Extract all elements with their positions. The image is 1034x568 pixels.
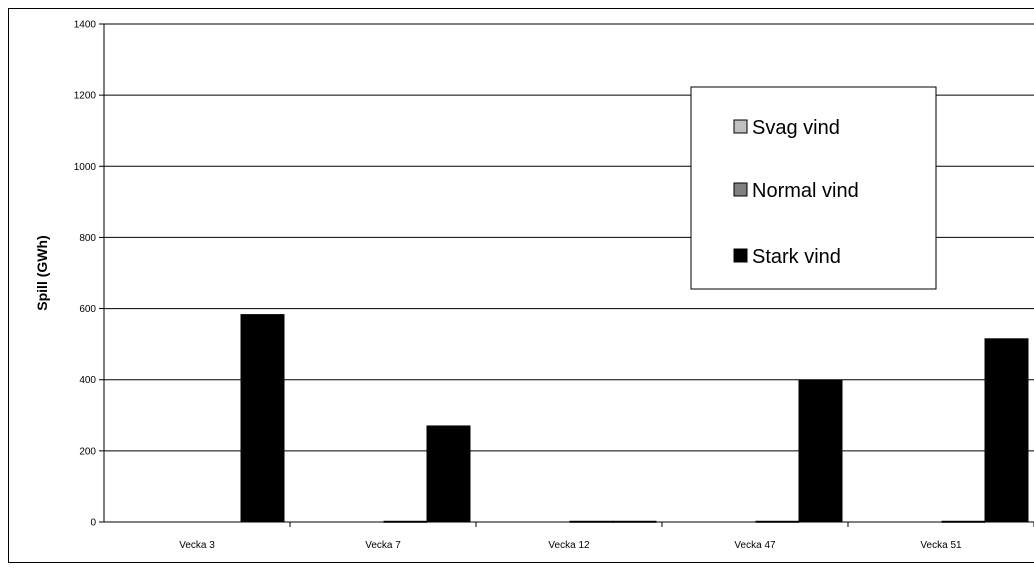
y-tick-label: 1000 [74, 162, 97, 173]
legend-entry: Normal vind [752, 180, 859, 202]
y-tick-label: 400 [79, 375, 96, 386]
legend-entry: Stark vind [752, 246, 841, 268]
x-tick-label: Vecka 51 [920, 540, 962, 551]
bar [240, 314, 285, 523]
legend-swatch [733, 248, 748, 263]
bar [426, 425, 471, 523]
y-tick-label: 200 [79, 446, 96, 457]
bars [240, 314, 1029, 523]
legend-box [690, 86, 937, 290]
y-tick-label: 1200 [74, 91, 97, 102]
y-tick-label: 1400 [74, 20, 97, 31]
legend: Svag vind Normal vind Stark vind [690, 86, 937, 290]
y-axis-label: Spill (GWh) [34, 235, 50, 310]
y-tick-label: 800 [79, 233, 96, 244]
bar [984, 338, 1029, 523]
x-tick-label: Vecka 7 [365, 540, 401, 551]
x-tick-label: Vecka 3 [179, 540, 215, 551]
legend-swatch [733, 119, 748, 134]
bar [798, 379, 843, 523]
x-tick-label: Vecka 47 [734, 540, 776, 551]
axes: 0 200 400 600 800 1000 1200 1400 Vecka 3 Vecka 7 V… [74, 20, 1034, 551]
legend-entry: Svag vind [752, 117, 840, 139]
legend-swatch [733, 182, 748, 197]
x-tick-label: Vecka 12 [548, 540, 590, 551]
y-tick-label: 600 [79, 304, 96, 315]
y-tick-label: 0 [90, 518, 96, 529]
